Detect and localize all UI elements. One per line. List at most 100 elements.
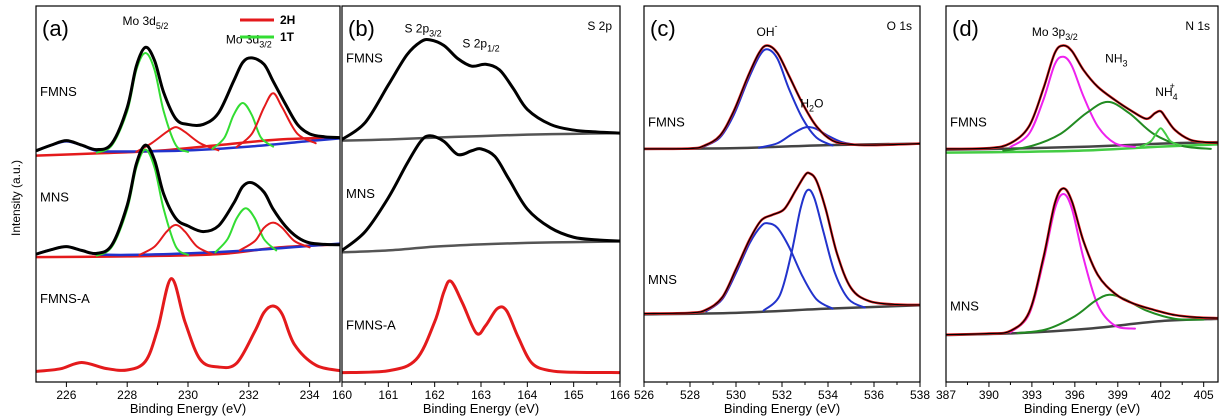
plot-frame bbox=[945, 5, 1219, 383]
x-tick-label: 166 bbox=[610, 388, 630, 402]
sample-label: FMNS bbox=[950, 114, 987, 129]
series-envelope-line bbox=[342, 134, 620, 252]
series-data-line bbox=[644, 44, 920, 150]
x-tick-label: 226 bbox=[56, 388, 76, 402]
peak-label: Mo 3d3/2 bbox=[226, 33, 272, 50]
sample-label: FMNS-A bbox=[40, 291, 90, 306]
series-peak-line bbox=[762, 188, 866, 312]
peak-label: S 2p3/2 bbox=[404, 21, 441, 38]
panel-label-b: (b) bbox=[348, 16, 375, 41]
peak-label: NH3 bbox=[1105, 51, 1127, 68]
series-data-line bbox=[644, 172, 920, 315]
peak-label: S 2p1/2 bbox=[462, 36, 499, 53]
x-tick-label: 164 bbox=[517, 388, 537, 402]
x-tick-label: 163 bbox=[471, 388, 491, 402]
series-peak-line bbox=[705, 222, 834, 313]
x-tick-label: 530 bbox=[726, 388, 746, 402]
x-tick-label: 160 bbox=[332, 388, 352, 402]
sample-label: FMNS-A bbox=[346, 317, 396, 332]
series-peak-line bbox=[211, 102, 275, 150]
y-axis-label: Intensity (a.u.) bbox=[9, 160, 23, 236]
series-peak-line bbox=[238, 221, 311, 252]
panel-d: 387 390 393 396 399 402 405 Binding Energy (eV)… bbox=[936, 5, 1219, 416]
x-axis-label: Binding Energy (eV) bbox=[130, 401, 246, 416]
series-peak-line bbox=[138, 223, 214, 256]
series-envelope-line bbox=[36, 143, 340, 256]
series-group bbox=[342, 37, 620, 375]
core-level-label: N 1s bbox=[1185, 19, 1210, 33]
sample-label: MNS bbox=[648, 272, 677, 287]
x-axis-label: Binding Energy (eV) bbox=[1024, 401, 1140, 416]
series-group bbox=[946, 44, 1218, 337]
peak-label: Mo 3d5/2 bbox=[123, 14, 169, 31]
series-peak-line bbox=[1139, 127, 1182, 148]
x-tick-label: 538 bbox=[910, 388, 930, 402]
x-tick-label: 532 bbox=[772, 388, 792, 402]
x-axis-label: Binding Energy (eV) bbox=[423, 401, 539, 416]
series-peak-line bbox=[702, 48, 834, 148]
plot-frame bbox=[35, 5, 341, 383]
series-data-line bbox=[946, 44, 1218, 150]
x-tick-label: 232 bbox=[239, 388, 259, 402]
series-peak-line bbox=[135, 126, 220, 153]
series-peak-line bbox=[1009, 55, 1136, 148]
x-tick-label: 230 bbox=[178, 388, 198, 402]
series-group bbox=[36, 45, 340, 373]
x-tick-label: 228 bbox=[117, 388, 137, 402]
panel-label-d: (d) bbox=[952, 16, 979, 41]
series-peak-line bbox=[214, 207, 278, 254]
x-tick-label: 526 bbox=[634, 388, 654, 402]
series-peak-line bbox=[95, 148, 189, 257]
sample-label: FMNS bbox=[648, 114, 685, 129]
series-baseline-line bbox=[342, 240, 620, 254]
x-tick-label: 399 bbox=[1108, 388, 1128, 402]
panel-b: 160 161 162 163 164 165 166 Binding Energy (eV)… bbox=[332, 5, 630, 416]
series-envelope-line bbox=[36, 45, 340, 153]
series-baseline-line bbox=[36, 136, 340, 157]
x-axis-label: Binding Energy (eV) bbox=[724, 401, 840, 416]
peak-label: NH4+ bbox=[1155, 81, 1177, 102]
panel-c: 526 528 530 532 534 536 538 Binding Energy (eV)… bbox=[634, 5, 930, 416]
sample-label: FMNS bbox=[40, 84, 77, 99]
panel-label-c: (c) bbox=[650, 16, 676, 41]
x-tick-label: 536 bbox=[864, 388, 884, 402]
x-tick-label: 396 bbox=[1065, 388, 1085, 402]
series-reference-line bbox=[342, 279, 620, 375]
peak-label: H2O bbox=[800, 97, 823, 114]
x-tick-label: 387 bbox=[936, 388, 956, 402]
x-tick-label: 393 bbox=[1022, 388, 1042, 402]
legend-entry-label: 1T bbox=[280, 30, 295, 44]
x-tick-label: 161 bbox=[378, 388, 398, 402]
x-tick-label: 165 bbox=[564, 388, 584, 402]
series-peak-line bbox=[95, 52, 189, 154]
x-tick-label: 402 bbox=[1151, 388, 1171, 402]
x-tick-label: 390 bbox=[979, 388, 999, 402]
series-group bbox=[644, 44, 920, 316]
panel-label-a: (a) bbox=[42, 16, 69, 41]
legend-entry-label: 2H bbox=[280, 13, 295, 27]
peak-label: OH- bbox=[757, 21, 778, 39]
series-envelope-line bbox=[342, 37, 620, 141]
sample-label: MNS bbox=[40, 190, 69, 205]
panel-a: 226 228 230 232 234 Binding Energy (eV) (a) FMN… bbox=[35, 5, 341, 416]
x-tick-label: 405 bbox=[1194, 388, 1214, 402]
sample-label: MNS bbox=[950, 299, 979, 314]
sample-label: FMNS bbox=[346, 50, 383, 65]
x-tick-label: 528 bbox=[680, 388, 700, 402]
x-tick-label: 162 bbox=[425, 388, 445, 402]
core-level-label: S 2p bbox=[587, 19, 612, 33]
series-data-line bbox=[946, 187, 1218, 336]
x-tick-label: 234 bbox=[300, 388, 320, 402]
x-tick-label: 534 bbox=[818, 388, 838, 402]
sample-label: MNS bbox=[346, 186, 375, 201]
series-baseline-line bbox=[342, 131, 620, 142]
series-peak-line bbox=[235, 92, 317, 148]
series-baseline-line bbox=[946, 143, 1218, 154]
series-envelope-line bbox=[946, 187, 1218, 336]
peak-label: Mo 3p3/2 bbox=[1032, 25, 1078, 42]
core-level-label: O 1s bbox=[887, 19, 912, 33]
series-peak-line bbox=[758, 126, 857, 149]
series-reference-line bbox=[36, 277, 340, 373]
